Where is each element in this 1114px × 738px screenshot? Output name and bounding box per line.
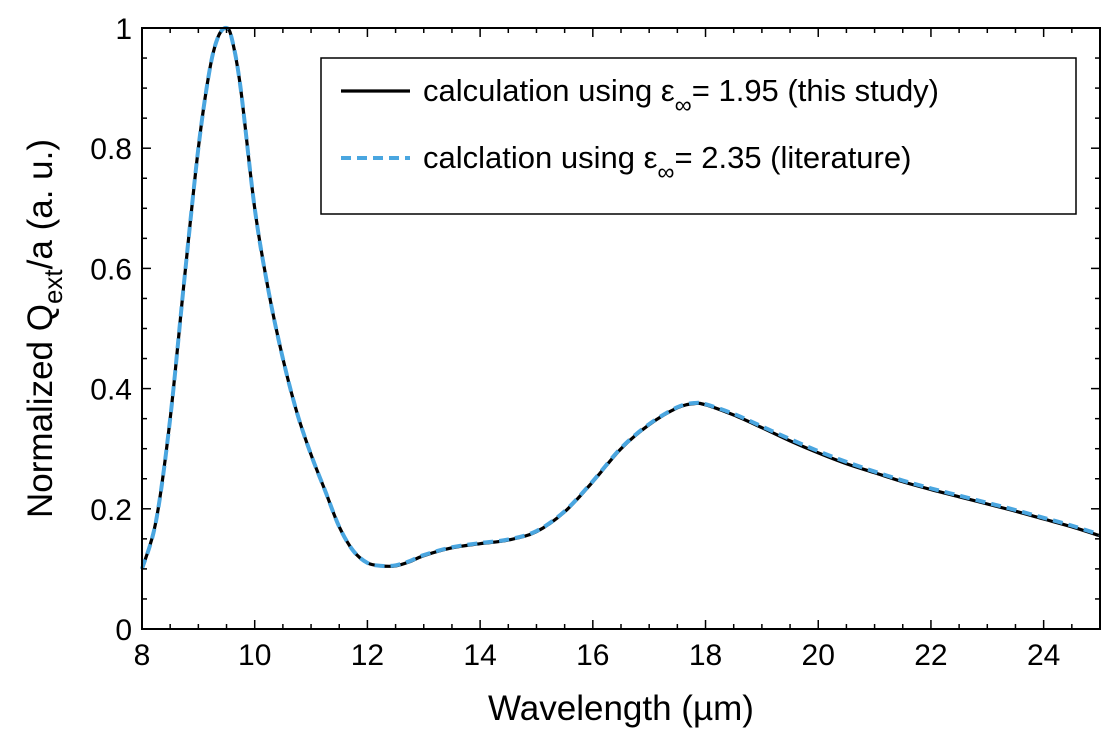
x-tick-label: 10 [238,639,271,672]
y-tick-label: 0.8 [90,133,132,166]
x-tick-label: 14 [463,639,496,672]
x-axis-title: Wavelength (µm) [488,689,754,728]
y-tick-label: 1 [115,13,132,46]
x-tick-label: 22 [914,639,947,672]
y-axis-title-subscript: ext [38,269,68,304]
y-axis-title-suffix: /a (a. u.) [21,139,60,269]
x-tick-label: 8 [134,639,151,672]
y-tick-label: 0.4 [90,374,132,407]
legend-entry-this-study: calculation using ε∞= 1.95 (this study) [423,73,939,119]
x-tick-label: 20 [802,639,835,672]
legend-entry-literature: calclation using ε∞= 2.35 (literature) [423,140,911,186]
axis-tick-labels: 8 10 12 14 16 18 20 22 24 0 0.2 0.4 0.6 0.8 1 [90,13,1060,672]
legend: calculation using ε∞= 1.95 (this study) … [320,57,1077,215]
legend-entry-literature-subscript: ∞ [657,159,674,186]
x-tick-label: 12 [351,639,384,672]
axis-ticks [141,27,1101,630]
y-tick-label: 0.2 [90,494,132,527]
legend-entry-literature-label: calclation using ε [423,140,658,175]
y-axis-title-prefix: Normalized Q [21,304,60,518]
y-tick-label: 0.6 [90,253,132,286]
x-tick-label: 24 [1027,639,1060,672]
legend-box [320,57,1077,215]
legend-entry-this-study-value: = 1.95 (this study) [692,73,939,108]
x-tick-label: 16 [576,639,609,672]
legend-entry-literature-value: = 2.35 (literature) [675,140,912,175]
legend-entry-this-study-subscript: ∞ [675,92,692,119]
y-axis-title: Normalized Qext/a (a. u.) [21,139,68,518]
legend-entry-this-study-label: calculation using ε [423,73,675,108]
x-tick-label: 18 [689,639,722,672]
y-tick-label: 0 [115,614,132,647]
